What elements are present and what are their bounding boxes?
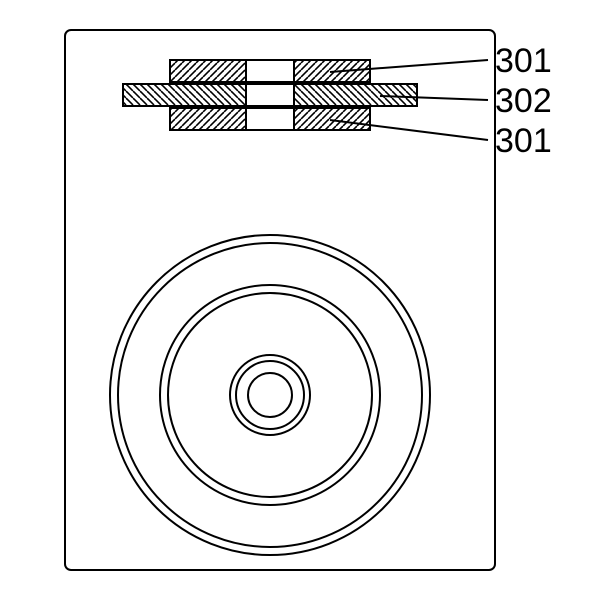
- diagram-canvas: 301 302 301: [0, 0, 603, 600]
- callout-label-301-top: 301: [495, 42, 552, 81]
- callout-label-301-bottom: 301: [495, 122, 552, 161]
- callout-label-302: 302: [495, 82, 552, 121]
